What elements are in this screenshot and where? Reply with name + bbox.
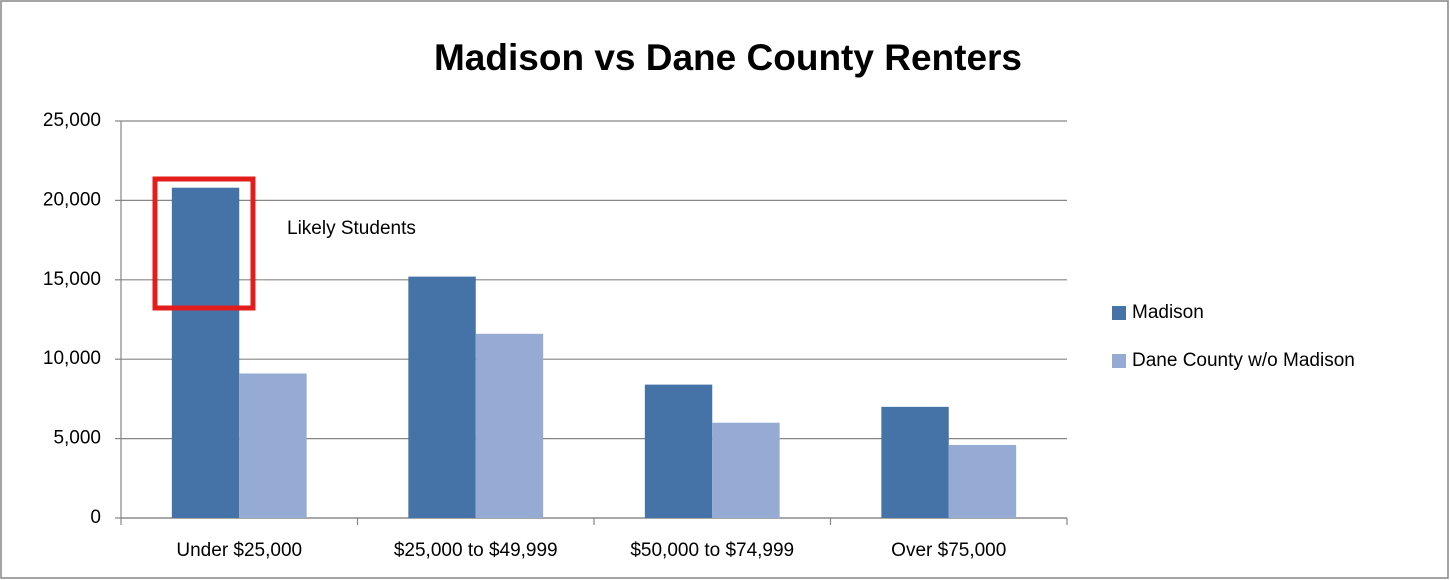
bar xyxy=(948,444,1017,518)
legend-label: Madison xyxy=(1132,302,1204,323)
chart-title: Madison vs Dane County Renters xyxy=(434,37,1022,78)
bar xyxy=(881,406,949,518)
bar xyxy=(475,333,544,518)
x-tick-label: $25,000 to $49,999 xyxy=(394,540,558,561)
bar xyxy=(408,276,476,518)
legend-swatch xyxy=(1112,306,1126,320)
y-tick-label: 10,000 xyxy=(43,348,101,369)
x-tick-label: Over $75,000 xyxy=(891,540,1006,561)
y-tick-label: 20,000 xyxy=(43,189,101,210)
bar xyxy=(171,187,240,519)
y-tick-label: 15,000 xyxy=(43,269,101,290)
bar xyxy=(644,384,713,518)
x-tick-label: $50,000 to $74,999 xyxy=(630,540,794,561)
y-tick-label: 0 xyxy=(90,507,101,528)
bar xyxy=(712,422,780,518)
legend-swatch xyxy=(1112,354,1126,368)
plot-area: 0 5,000 10,000 15,000 20,000 25,000 Under $25,… xyxy=(43,110,1068,561)
legend-label: Dane County w/o Madison xyxy=(1132,350,1355,371)
y-tick-label: 25,000 xyxy=(43,110,101,131)
x-tick-label: Under $25,000 xyxy=(176,540,302,561)
y-tick-label: 5,000 xyxy=(53,428,101,449)
bar xyxy=(239,373,307,518)
highlight-box xyxy=(152,176,256,311)
annotation: Likely Students xyxy=(287,218,416,239)
